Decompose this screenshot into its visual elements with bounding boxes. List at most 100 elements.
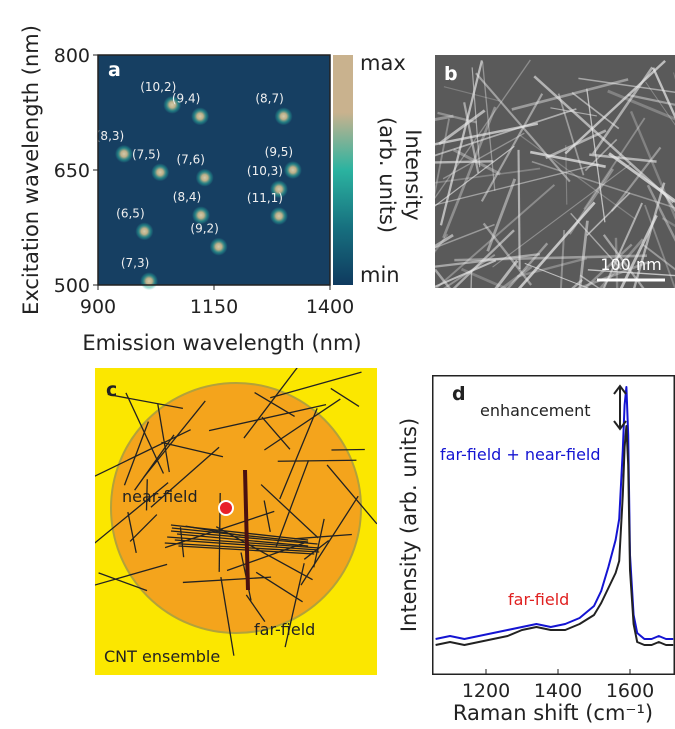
panel-label: d [452,383,466,405]
fiber [494,259,519,288]
fiber [435,223,495,249]
nanotube [331,448,365,451]
fiber [435,108,577,157]
nanotube [145,479,148,511]
peak [283,161,302,179]
x-tick-label: 1600 [606,680,654,702]
nanotube [220,576,235,656]
nanotube [313,518,325,568]
fiber [435,184,556,288]
fiber [586,192,631,237]
fiber [619,214,658,288]
panel-label: a [108,59,121,81]
fiber [452,229,515,288]
nanotube [98,572,148,592]
fiber [564,59,666,155]
x-tick-label: 1200 [462,680,510,702]
fiber [443,254,496,288]
fiber [442,132,525,180]
nanotube [171,527,309,543]
colorbar-units: (arb. units) [375,117,399,233]
nanotube [167,536,320,549]
x-tick-label: 1150 [190,296,238,318]
peak-label: (8,4) [173,190,201,204]
peak [269,180,288,199]
enhancement-arrow [613,384,627,431]
fiber [439,60,484,226]
nanotube [270,371,362,399]
peak-label: (6,5) [116,206,144,220]
fiber [627,93,675,106]
fiber [442,106,497,239]
peak [151,163,170,182]
fiber [435,233,449,254]
nanotube [245,594,266,622]
micrograph-texture [435,59,675,288]
fiber [519,134,636,220]
fiber [565,145,568,205]
fiber [435,59,531,199]
y-axis-label: Excitation wavelength (nm) [19,25,43,315]
fiber [486,178,517,252]
fiber [598,238,644,288]
peak-label: (9,4) [172,91,200,105]
nanotube [107,393,184,410]
fiber [587,269,675,277]
nanotube [182,576,272,584]
peak-label: (7,5) [132,147,160,161]
nanotube [254,392,295,417]
fiber [435,253,540,268]
fiber [435,145,515,207]
peak [114,144,133,163]
nanotube [170,524,309,541]
fiber [517,201,596,288]
peak [163,95,182,114]
nanotube [243,368,298,439]
ensemble-label: CNT ensemble [104,647,220,666]
far-field-spot [110,382,362,634]
fiber [578,220,589,288]
fiber [443,86,500,102]
fiber [482,222,533,286]
nanotube [275,460,310,547]
fiber [645,81,675,126]
fiber [659,186,675,213]
colorbar-min: min [360,263,400,287]
nanotube [127,511,137,554]
nanotube [277,459,357,462]
x-tick-label: 900 [80,296,116,318]
fiber [614,237,619,288]
nanotube [215,526,313,581]
near-field-spot [218,500,234,516]
fiber [592,66,654,155]
fiber [506,242,549,288]
nanotube [95,563,168,586]
fiber [571,91,620,130]
fiber [500,265,533,288]
nanotube [255,571,303,603]
spectra [435,386,674,646]
nanotube [279,408,318,500]
fiber [608,152,675,203]
nanotube [326,464,377,525]
nanotube [143,400,206,478]
y-tick-label: 800 [54,45,90,67]
fiber [545,129,607,160]
nanotube [263,500,271,533]
scale-bar-label: 100 nm [600,255,661,274]
nanotube [300,495,359,586]
panel-label: c [106,379,117,401]
nanotube [284,563,305,648]
fiber [559,229,566,288]
spectrum-line [435,425,674,646]
panel-label: b [444,63,458,85]
fiber [471,67,481,168]
spectrum-line [435,386,674,640]
fiber [589,153,657,163]
fiber [435,167,541,184]
peak-label: (7,6) [176,153,204,167]
peak-label: (7,3) [121,256,149,270]
fiber [463,102,480,174]
fiber [480,93,544,202]
